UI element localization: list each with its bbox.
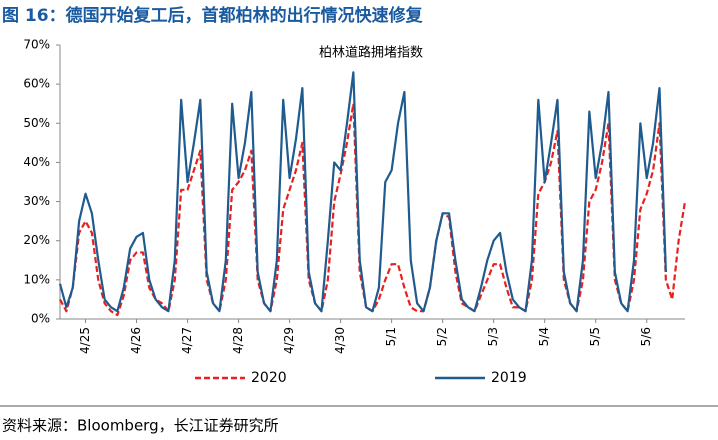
x-tick-label: 4/29 <box>282 327 296 354</box>
y-tick-label: 50% <box>23 116 50 130</box>
x-tick-label: 4/28 <box>231 327 245 354</box>
x-tick-label: 5/4 <box>537 327 551 346</box>
x-tick-label: 5/2 <box>435 327 449 346</box>
x-tick-label: 4/27 <box>180 327 194 354</box>
y-tick-label: 30% <box>23 194 50 208</box>
series-line <box>58 71 667 313</box>
source: 资料来源：Bloomberg，长江证券研究所 <box>2 417 279 435</box>
chart-title: 柏林道路拥堵指数 <box>319 45 423 61</box>
x-tick-label: 4/25 <box>78 327 92 354</box>
legend-label: 2020 <box>251 370 287 386</box>
x-tick-label: 5/5 <box>588 327 602 346</box>
y-tick-label: 40% <box>23 155 50 169</box>
x-tick-label: 4/26 <box>129 327 143 354</box>
x-tick-label: 5/3 <box>486 327 500 346</box>
header-title: 图 16：德国开始复工后，首都柏林的出行情况快速修复 <box>2 5 424 26</box>
y-tick-label: 60% <box>23 77 50 91</box>
x-tick-label: 5/6 <box>639 327 653 346</box>
x-tick-label: 5/1 <box>384 327 398 346</box>
y-tick-label: 0% <box>31 312 50 326</box>
y-tick-label: 10% <box>23 272 50 286</box>
x-tick-label: 4/30 <box>333 327 347 354</box>
y-tick-label: 20% <box>23 233 50 247</box>
legend-label: 2019 <box>491 370 527 386</box>
y-tick-label: 70% <box>23 38 50 52</box>
